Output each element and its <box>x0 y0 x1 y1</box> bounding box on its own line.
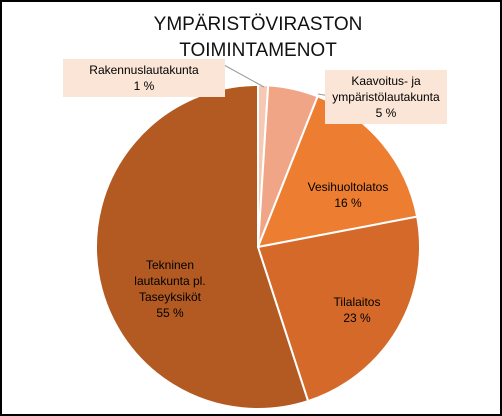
data-label: Vesihuoltolatos 16 % <box>293 179 403 211</box>
category-label: Vesihuoltolatos <box>307 180 389 194</box>
category-label: Tilalaitos <box>333 295 381 309</box>
leader-line <box>223 64 265 88</box>
category-label: Kaavoitus- ja ympäristölautakunta <box>332 74 440 104</box>
value-label: 16 % <box>334 196 362 210</box>
value-label: 55 % <box>156 306 184 320</box>
data-label: Tilalaitos 23 % <box>312 294 402 326</box>
data-label: Rakennuslautakunta 1 % <box>63 59 225 97</box>
data-label: Tekninen lautakunta pl. Taseyksiköt 55 % <box>120 257 220 321</box>
value-label: 5 % <box>375 106 397 120</box>
category-label: Rakennuslautakunta <box>89 63 199 77</box>
category-label: Tekninen lautakunta pl. Taseyksiköt <box>134 258 206 304</box>
pie-slice <box>95 83 310 410</box>
data-label: Kaavoitus- ja ympäristölautakunta 5 % <box>325 70 447 124</box>
pie-slice <box>256 215 421 403</box>
value-label: 23 % <box>343 311 371 325</box>
value-label: 1 % <box>133 79 155 93</box>
chart-title: YMPÄRISTÖVIRASTON TOIMINTAMENOT <box>153 14 363 61</box>
